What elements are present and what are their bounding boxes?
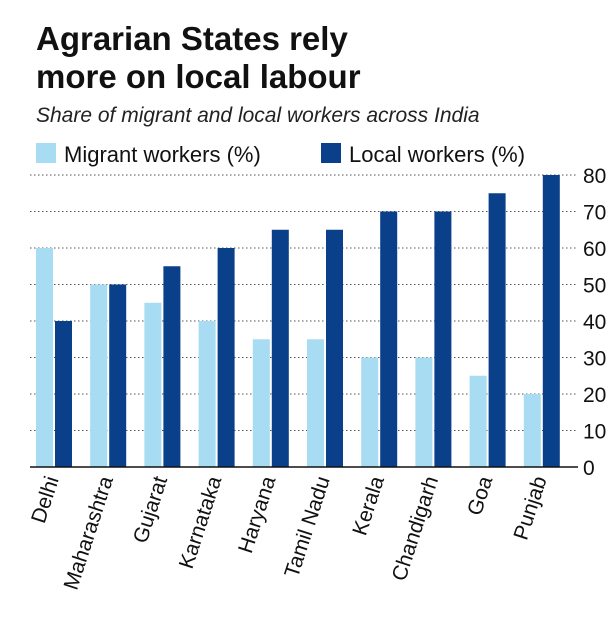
legend-label-migrant: Migrant workers (%) bbox=[64, 142, 261, 167]
bar-migrant-punjab bbox=[523, 394, 541, 467]
bar-migrant-karnataka bbox=[198, 321, 216, 467]
bar-local-delhi bbox=[55, 321, 72, 467]
bar-local-chandigarh bbox=[434, 211, 452, 467]
bar-local-kerala bbox=[380, 211, 398, 467]
y-tick-label: 80 bbox=[583, 165, 606, 188]
chart-title-line-1: Agrarian States rely bbox=[36, 20, 348, 57]
x-tick-label: Punjab bbox=[509, 473, 551, 542]
y-tick-label: 10 bbox=[583, 421, 606, 444]
x-tick-label: Maharashtra bbox=[60, 473, 118, 593]
bar-local-gujarat bbox=[163, 266, 181, 467]
y-tick-label: 40 bbox=[583, 311, 606, 334]
y-axis-ticks: 0 10 20 30 40 50 60 70 80 bbox=[583, 165, 606, 480]
bar-local-maharashtra bbox=[109, 284, 127, 467]
y-tick-label: 60 bbox=[583, 238, 606, 261]
bar-migrant-chandigarh bbox=[415, 357, 433, 467]
x-tick-label: Gujarat bbox=[129, 473, 172, 546]
x-tick-label: Haryana bbox=[234, 473, 281, 556]
x-tick-label: Delhi bbox=[27, 473, 64, 526]
bar-migrant-haryana bbox=[252, 339, 270, 467]
legend-swatch-migrant bbox=[36, 143, 56, 163]
bar-migrant-kerala bbox=[361, 357, 379, 467]
bar-local-karnataka bbox=[217, 248, 235, 467]
bar-migrant-gujarat bbox=[144, 302, 162, 467]
y-tick-label: 0 bbox=[583, 457, 595, 480]
bars bbox=[36, 175, 560, 467]
x-tick-label: Goa bbox=[463, 473, 497, 518]
bar-migrant-goa bbox=[469, 375, 487, 467]
bar-local-punjab bbox=[542, 175, 560, 467]
x-tick-label: Tamil Nadu bbox=[280, 473, 334, 580]
chart-title-line-2: more on local labour bbox=[36, 58, 361, 95]
x-tick-label: Kerala bbox=[348, 473, 389, 538]
bar-migrant-maharashtra bbox=[90, 284, 108, 467]
legend-label-local: Local workers (%) bbox=[349, 142, 525, 167]
bar-migrant-tamil-nadu bbox=[307, 339, 324, 467]
bar-local-haryana bbox=[271, 229, 289, 467]
bar-local-tamil-nadu bbox=[326, 229, 343, 467]
legend: Migrant workers (%) Local workers (%) bbox=[36, 142, 525, 167]
gridlines bbox=[30, 174, 578, 431]
legend-swatch-local bbox=[321, 143, 341, 163]
y-tick-label: 70 bbox=[583, 202, 606, 225]
bar-migrant-delhi bbox=[36, 248, 53, 467]
x-tick-label: Chandigarh bbox=[388, 473, 443, 583]
x-tick-label: Karnataka bbox=[175, 473, 227, 571]
y-tick-label: 20 bbox=[583, 384, 606, 407]
y-tick-label: 50 bbox=[583, 275, 606, 298]
y-tick-label: 30 bbox=[583, 348, 606, 371]
chart-subtitle: Share of migrant and local workers acros… bbox=[36, 104, 480, 127]
bar-local-goa bbox=[488, 193, 506, 467]
